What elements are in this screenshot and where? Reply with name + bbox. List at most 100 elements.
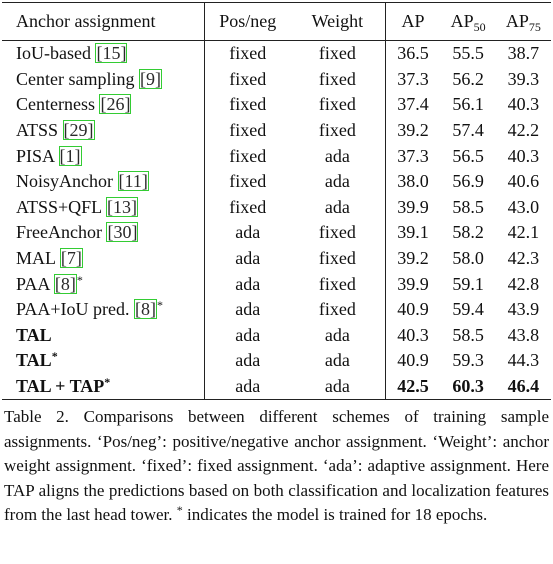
metric-cell: 40.6 [507, 171, 540, 192]
metric-cell: 40.9 [397, 299, 429, 320]
metric-cell: 37.4 [397, 94, 429, 115]
assignment-cell: ada [290, 322, 386, 349]
table-row: TAL + TAP* ada ada 42.5 60.3 46.4 [2, 373, 551, 401]
method-name: FreeAnchor [16, 222, 102, 243]
method-cell: TAL + TAP* [2, 373, 206, 401]
assignment-cell: fixed [229, 171, 267, 192]
citation: [8] [53, 273, 77, 294]
header-cell: AP50 [440, 2, 496, 41]
assignment-cell: ada [235, 273, 261, 294]
method-name: PAA+IoU pred. [16, 299, 130, 320]
method-name: NoisyAnchor [16, 171, 113, 192]
table-row: TAL* ada ada 40.9 59.3 44.3 [2, 348, 551, 374]
method-name: Center sampling [16, 68, 135, 89]
table-row: PAA [8]* ada fixed 39.9 59.1 42.8 [2, 271, 551, 297]
assignment-cell: ada [290, 143, 386, 169]
method-cell: PISA [1] [2, 143, 206, 169]
citation: [29] [62, 120, 95, 141]
metric-cell: 42.5 [385, 373, 441, 401]
method-name: IoU-based [16, 43, 91, 64]
metric-cell: 39.1 [397, 222, 429, 243]
metric-cell: 46.4 [495, 373, 551, 401]
header-text: AP [450, 11, 474, 31]
metric-cell: 59.4 [452, 299, 484, 320]
assignment-cell: ada [290, 373, 386, 401]
assignment-cell: ada [235, 324, 261, 345]
metric-cell: 58.2 [452, 222, 484, 243]
caption-sup: * [176, 503, 183, 517]
header-cell: Weight [290, 2, 386, 41]
metric-cell: 56.5 [452, 145, 484, 166]
method-cell: PAA+IoU pred. [8]* [2, 296, 206, 323]
header-text: Pos/neg [219, 11, 277, 31]
method-cell: ATSS+QFL [13] [2, 194, 206, 221]
assignment-cell: fixed [229, 145, 267, 166]
assignment-cell: ada [290, 194, 386, 221]
assignment-cell: fixed [290, 220, 386, 246]
superscript: * [51, 349, 58, 364]
metric-cell: 39.3 [507, 68, 540, 89]
metric-cell: 57.4 [452, 120, 484, 141]
superscript: * [76, 272, 83, 287]
metric-cell: 40.3 [397, 324, 429, 345]
citation: [15] [95, 43, 128, 64]
metric-cell: 56.2 [452, 68, 484, 89]
method-name: TAL [16, 324, 52, 345]
method-cell: IoU-based [15] [2, 40, 206, 67]
assignment-cell: fixed [290, 271, 386, 297]
metric-cell: 39.9 [397, 273, 429, 294]
assignment-cell: ada [290, 168, 386, 195]
method-name: MAL [16, 248, 56, 269]
assignment-cell: fixed [229, 120, 267, 141]
caption-label: Table 2. [4, 407, 69, 426]
method-name: TAL [16, 350, 52, 371]
assignment-cell: fixed [290, 245, 386, 272]
assignment-cell: ada [204, 373, 291, 401]
header-cell: Pos/neg [204, 2, 291, 41]
citation: [11] [117, 171, 149, 192]
superscript: * [104, 375, 111, 390]
assignment-cell: fixed [229, 68, 267, 89]
caption-text: Comparisons between different schemes of… [4, 407, 549, 524]
assignment-cell: fixed [290, 92, 386, 118]
metric-cell: 39.9 [397, 196, 429, 217]
assignment-cell: fixed [290, 66, 386, 93]
assignment-cell: ada [235, 299, 261, 320]
caption-text: indicates the model is trained for 18 ep… [187, 505, 488, 524]
metric-cell: 42.3 [507, 248, 540, 269]
citation: [30] [106, 222, 139, 243]
header-subscript: 50 [473, 20, 486, 34]
assignment-cell: fixed [290, 117, 386, 144]
metric-cell: 37.3 [397, 68, 429, 89]
citation: [7] [59, 248, 83, 269]
table-row: IoU-based [15] fixed fixed 36.5 55.5 38.7 [2, 40, 551, 67]
metric-cell: 42.2 [507, 120, 540, 141]
header-text: Anchor assignment [16, 11, 156, 31]
metric-cell: 40.3 [507, 94, 540, 115]
metric-cell: 59.3 [452, 350, 484, 371]
method-cell: TAL* [2, 348, 206, 374]
metric-cell: 39.2 [397, 248, 429, 269]
metric-cell: 43.0 [507, 196, 540, 217]
method-cell: PAA [8]* [2, 271, 206, 297]
table-row: NoisyAnchor [11] fixed ada 38.0 56.9 40.6 [2, 168, 551, 195]
metric-cell: 59.1 [452, 273, 484, 294]
metric-cell: 58.5 [452, 324, 484, 345]
citation: [1] [58, 145, 82, 166]
table-row: TAL ada ada 40.3 58.5 43.8 [2, 322, 551, 349]
header-text: AP [401, 11, 425, 31]
assignment-cell: fixed [290, 296, 386, 323]
table-row: PAA+IoU pred. [8]* ada fixed 40.9 59.4 43.9 [2, 296, 551, 323]
header-text: Weight [311, 11, 364, 31]
metric-cell: 55.5 [452, 43, 484, 64]
method-name: PAA [16, 273, 50, 294]
header-text: AP [505, 11, 529, 31]
citation: [13] [106, 196, 139, 217]
assignment-cell: fixed [229, 196, 267, 217]
metric-cell: 40.9 [397, 350, 429, 371]
header-cell: Anchor assignment [2, 2, 206, 41]
table-body: IoU-based [15] fixed fixed 36.5 55.5 38.7 Cent… [2, 40, 551, 401]
metric-cell: 58.0 [452, 248, 484, 269]
metric-cell: 37.3 [397, 145, 429, 166]
